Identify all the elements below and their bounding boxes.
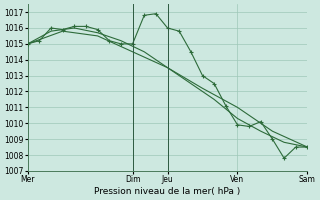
- X-axis label: Pression niveau de la mer( hPa ): Pression niveau de la mer( hPa ): [94, 187, 241, 196]
